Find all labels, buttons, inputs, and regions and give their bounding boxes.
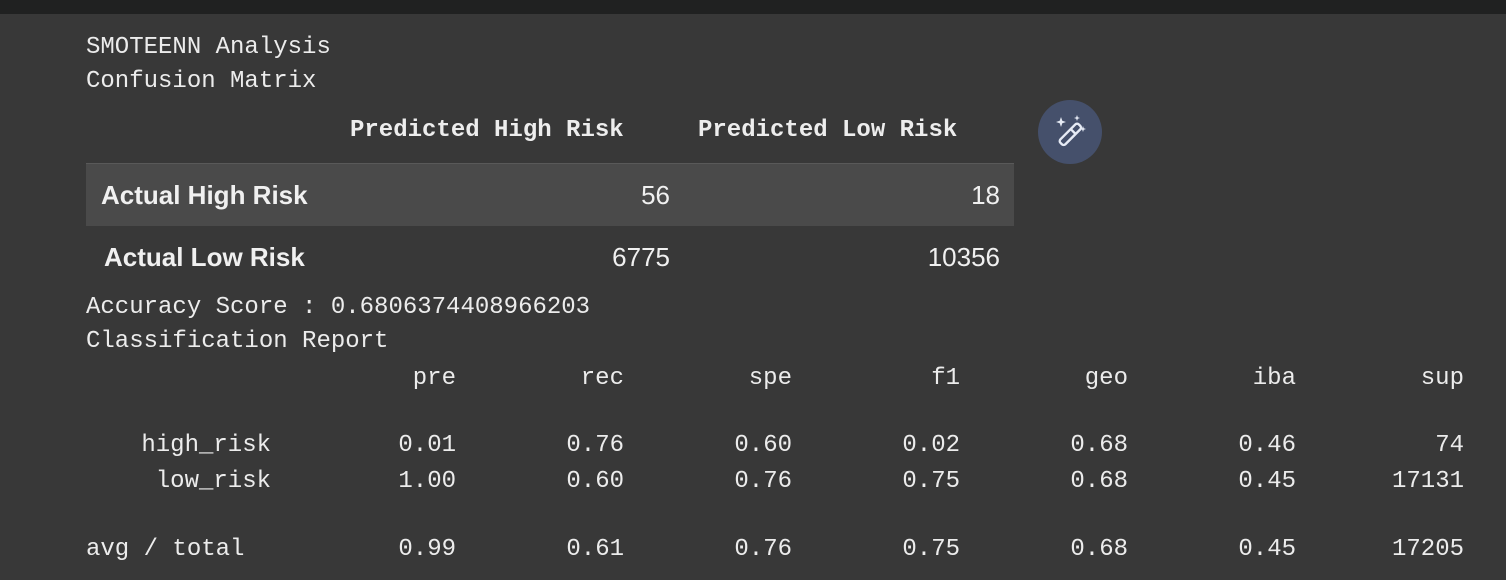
column-header-predicted-high-risk: Predicted High Risk bbox=[350, 117, 624, 144]
report-cell: 17205 bbox=[1391, 536, 1464, 563]
report-cell: 0.99 bbox=[398, 536, 456, 563]
confusion-matrix-heading: Confusion Matrix bbox=[86, 68, 317, 95]
accuracy-score-line: Accuracy Score : 0.6806374408966203 bbox=[86, 294, 591, 321]
report-cell: 17131 bbox=[1391, 468, 1464, 495]
report-cell: 0.76 bbox=[566, 432, 624, 459]
report-cell: 0.02 bbox=[902, 432, 960, 459]
cell-value: 56 bbox=[641, 180, 670, 210]
report-cell: 74 bbox=[1435, 432, 1464, 459]
report-cell: 0.61 bbox=[566, 536, 624, 563]
report-cell: 0.60 bbox=[566, 468, 624, 495]
report-cell: 0.68 bbox=[1070, 432, 1128, 459]
report-cell: 0.76 bbox=[734, 468, 792, 495]
top-toolbar-strip bbox=[0, 0, 1506, 14]
report-cell: 0.68 bbox=[1070, 468, 1128, 495]
report-cell: 0.76 bbox=[734, 536, 792, 563]
output-title-line: SMOTEENN Analysis bbox=[86, 34, 331, 61]
table-row: low_risk 1.00 0.60 0.76 0.75 0.68 0.45 1… bbox=[86, 464, 1486, 500]
table-row: high_risk 0.01 0.76 0.60 0.02 0.68 0.46 … bbox=[86, 428, 1486, 464]
report-column-header: pre bbox=[412, 365, 456, 392]
report-cell: 1.00 bbox=[398, 468, 456, 495]
classification-report-heading: Classification Report bbox=[86, 328, 389, 355]
report-column-header: f1 bbox=[931, 365, 960, 392]
report-cell: 0.01 bbox=[398, 432, 456, 459]
table-row: Actual Low Risk 6775 10356 bbox=[86, 226, 1014, 288]
report-cell: 0.60 bbox=[734, 432, 792, 459]
cell-value: 10356 bbox=[927, 242, 1000, 272]
report-cell: 0.45 bbox=[1238, 468, 1296, 495]
report-cell: 0.68 bbox=[1070, 536, 1128, 563]
report-header-row: pre rec spe f1 geo iba sup bbox=[86, 361, 1486, 397]
magic-wand-button[interactable] bbox=[1038, 100, 1102, 164]
report-column-header: iba bbox=[1252, 365, 1296, 392]
report-row-label: high_risk bbox=[141, 432, 271, 459]
column-header-predicted-low-risk: Predicted Low Risk bbox=[698, 117, 958, 144]
table-row: avg / total 0.99 0.61 0.76 0.75 0.68 0.4… bbox=[86, 532, 1486, 568]
magic-wand-icon bbox=[1056, 115, 1086, 147]
cell-value: 18 bbox=[971, 180, 1000, 210]
report-column-header: geo bbox=[1084, 365, 1128, 392]
report-cell: 0.46 bbox=[1238, 432, 1296, 459]
report-cell: 0.45 bbox=[1238, 536, 1296, 563]
row-header-actual-low-risk: Actual Low Risk bbox=[104, 242, 305, 272]
report-row-label: avg / total bbox=[86, 536, 245, 563]
header-divider bbox=[86, 163, 1014, 164]
report-column-header: spe bbox=[748, 365, 792, 392]
report-column-header: rec bbox=[580, 365, 624, 392]
cell-value: 6775 bbox=[612, 242, 670, 272]
report-cell: 0.75 bbox=[902, 536, 960, 563]
row-header-actual-high-risk: Actual High Risk bbox=[101, 180, 308, 210]
report-column-header: sup bbox=[1420, 365, 1464, 392]
report-row-label: low_risk bbox=[155, 468, 271, 495]
report-cell: 0.75 bbox=[902, 468, 960, 495]
table-row: Actual High Risk 56 18 bbox=[86, 164, 1014, 226]
